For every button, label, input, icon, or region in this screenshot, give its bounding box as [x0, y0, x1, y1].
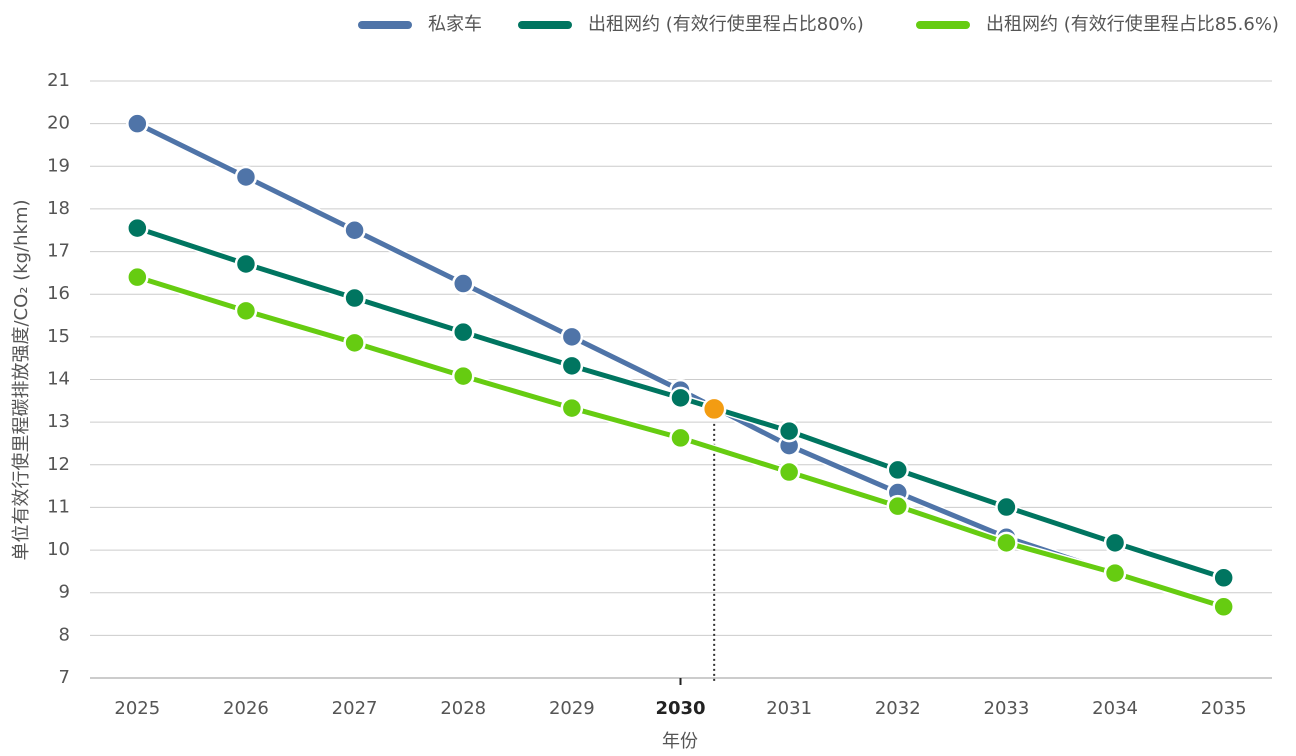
y-axis-label: 单位有效行使里程碳排放强度/CO₂ (kg/hkm): [11, 199, 32, 560]
crossover-marker: [701, 396, 727, 422]
marker: [1103, 531, 1127, 555]
line-outline: [135, 120, 1225, 612]
marker: [886, 494, 910, 518]
legend-label: 出租网约 (有效行使里程占比80%): [588, 14, 864, 35]
marker: [343, 219, 366, 242]
x-tick-label: 2026: [223, 698, 269, 719]
line: [136, 121, 1225, 611]
x-axis-label: 年份: [662, 731, 698, 752]
marker: [126, 112, 149, 135]
x-tick-label: 2035: [1201, 698, 1247, 719]
marker: [1212, 566, 1235, 590]
marker: [126, 216, 149, 240]
y-tick-label: 18: [47, 198, 70, 219]
marker: [451, 272, 475, 295]
y-tick-label: 14: [47, 369, 70, 390]
y-tick-label: 9: [59, 582, 70, 603]
x-tick-label: 2031: [766, 698, 812, 719]
x-tick-label: 2034: [1092, 698, 1138, 719]
y-tick-label: 15: [47, 326, 70, 347]
x-tick-label: 2033: [984, 698, 1030, 719]
marker: [1103, 561, 1127, 585]
marker: [669, 386, 692, 410]
x-tick-label: 2032: [875, 698, 921, 719]
marker: [995, 495, 1018, 519]
marker: [234, 299, 258, 323]
y-tick-label: 8: [59, 624, 70, 645]
y-tick-label: 11: [47, 496, 70, 517]
marker: [560, 396, 584, 420]
y-tick-label: 7: [59, 667, 70, 688]
marker: [234, 252, 258, 276]
x-tick-label: 2025: [114, 698, 160, 719]
marker: [343, 286, 366, 310]
marker: [451, 364, 475, 388]
y-tick-label: 16: [47, 283, 70, 304]
x-tick-label: 2029: [549, 698, 595, 719]
marker: [560, 354, 584, 378]
marker: [560, 325, 584, 349]
marker: [343, 331, 366, 355]
y-tick-label: 19: [47, 155, 70, 176]
legend-label: 出租网约 (有效行使里程占比85.6%): [986, 14, 1279, 35]
x-tick-label: 2030: [655, 698, 705, 719]
marker: [777, 419, 801, 443]
marker: [886, 458, 910, 482]
marker: [126, 265, 149, 289]
x-tick-label: 2028: [440, 698, 486, 719]
y-tick-label: 13: [47, 411, 70, 432]
y-tick-label: 12: [47, 454, 70, 475]
marker: [777, 460, 801, 484]
x-tick-label: 2027: [332, 698, 378, 719]
marker: [1212, 595, 1235, 619]
y-tick-label: 20: [47, 113, 70, 134]
marker: [451, 320, 475, 344]
y-tick-label: 17: [47, 241, 70, 262]
y-tick-label: 21: [47, 70, 70, 91]
legend-label: 私家车: [428, 14, 482, 35]
marker: [234, 165, 258, 189]
marker: [669, 426, 692, 450]
y-tick-label: 10: [47, 539, 70, 560]
marker: [995, 531, 1018, 555]
